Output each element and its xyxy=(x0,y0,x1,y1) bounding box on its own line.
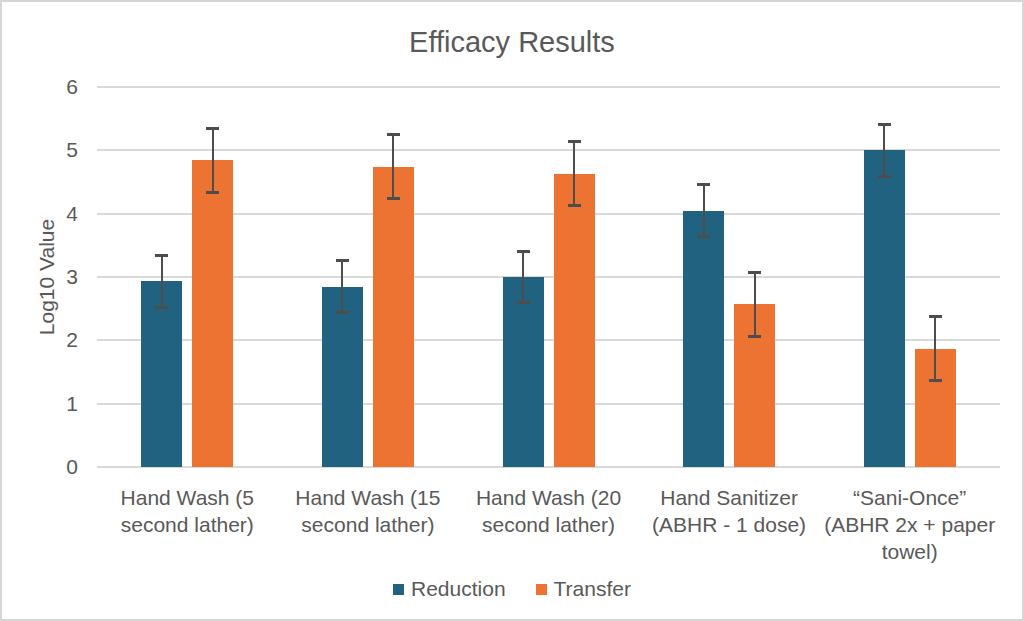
error-bar-cap-top-transfer-4 xyxy=(929,315,942,318)
error-bar-cap-top-reduction-0 xyxy=(155,254,168,257)
error-bar-whisker-reduction-3 xyxy=(703,185,705,236)
y-tick-label-3: 3 xyxy=(34,265,78,289)
y-tick-label-0: 0 xyxy=(34,455,78,479)
error-bar-whisker-transfer-2 xyxy=(573,142,575,205)
error-bar-cap-bottom-reduction-1 xyxy=(336,311,349,314)
error-bar-whisker-reduction-2 xyxy=(522,252,524,303)
y-tick-label-6: 6 xyxy=(34,75,78,99)
bar-transfer-1 xyxy=(373,167,414,467)
category-label-4: “Sani-Once” (ABHR 2x + paper towel) xyxy=(810,484,1010,565)
legend: Reduction Transfer xyxy=(2,577,1022,601)
bar-transfer-2 xyxy=(554,174,595,467)
bar-transfer-0 xyxy=(192,160,233,467)
error-bar-whisker-transfer-1 xyxy=(392,135,394,198)
error-bar-whisker-reduction-4 xyxy=(883,125,885,176)
error-bar-whisker-transfer-4 xyxy=(934,317,936,380)
category-label-1: Hand Wash (15 second lather) xyxy=(268,484,468,538)
y-tick-label-1: 1 xyxy=(34,392,78,416)
error-bar-cap-bottom-reduction-2 xyxy=(517,301,530,304)
error-bar-cap-top-reduction-2 xyxy=(517,250,530,253)
category-label-0: Hand Wash (5 second lather) xyxy=(87,484,287,538)
error-bar-cap-top-reduction-3 xyxy=(697,183,710,186)
legend-swatch-transfer xyxy=(536,584,547,595)
error-bar-cap-bottom-transfer-2 xyxy=(568,204,581,207)
error-bar-cap-top-reduction-1 xyxy=(336,259,349,262)
error-bar-whisker-transfer-0 xyxy=(212,129,214,192)
category-label-2: Hand Wash (20 second lather) xyxy=(449,484,649,538)
error-bar-cap-bottom-reduction-3 xyxy=(697,235,710,238)
legend-item-transfer: Transfer xyxy=(536,577,631,601)
legend-label-transfer: Transfer xyxy=(554,577,631,601)
error-bar-cap-bottom-transfer-1 xyxy=(387,197,400,200)
error-bar-cap-top-transfer-1 xyxy=(387,133,400,136)
error-bar-whisker-reduction-1 xyxy=(341,261,343,312)
legend-label-reduction: Reduction xyxy=(411,577,506,601)
error-bar-cap-bottom-transfer-4 xyxy=(929,379,942,382)
bar-reduction-2 xyxy=(503,277,544,467)
bar-reduction-3 xyxy=(683,211,724,468)
error-bar-cap-bottom-reduction-0 xyxy=(155,306,168,309)
error-bar-whisker-reduction-0 xyxy=(161,256,163,307)
error-bar-cap-top-transfer-0 xyxy=(206,127,219,130)
error-bar-whisker-transfer-3 xyxy=(754,273,756,336)
error-bar-cap-bottom-reduction-4 xyxy=(878,175,891,178)
efficacy-results-bar-chart: Efficacy Results Log10 Value ReductionTr… xyxy=(0,0,1024,621)
bar-reduction-4 xyxy=(864,150,905,467)
y-tick-label-5: 5 xyxy=(34,138,78,162)
legend-swatch-reduction xyxy=(393,584,404,595)
bar-reduction-0 xyxy=(141,281,182,467)
error-bar-cap-top-reduction-4 xyxy=(878,123,891,126)
y-tick-label-4: 4 xyxy=(34,202,78,226)
gridline-6 xyxy=(97,86,1000,88)
error-bar-cap-top-transfer-2 xyxy=(568,140,581,143)
error-bar-cap-top-transfer-3 xyxy=(748,271,761,274)
error-bar-cap-bottom-transfer-3 xyxy=(748,335,761,338)
category-label-3: Hand Sanitizer (ABHR - 1 dose) xyxy=(629,484,829,538)
legend-item-reduction: Reduction xyxy=(393,577,506,601)
error-bar-cap-bottom-transfer-0 xyxy=(206,191,219,194)
y-tick-label-2: 2 xyxy=(34,328,78,352)
chart-title: Efficacy Results xyxy=(2,26,1022,59)
